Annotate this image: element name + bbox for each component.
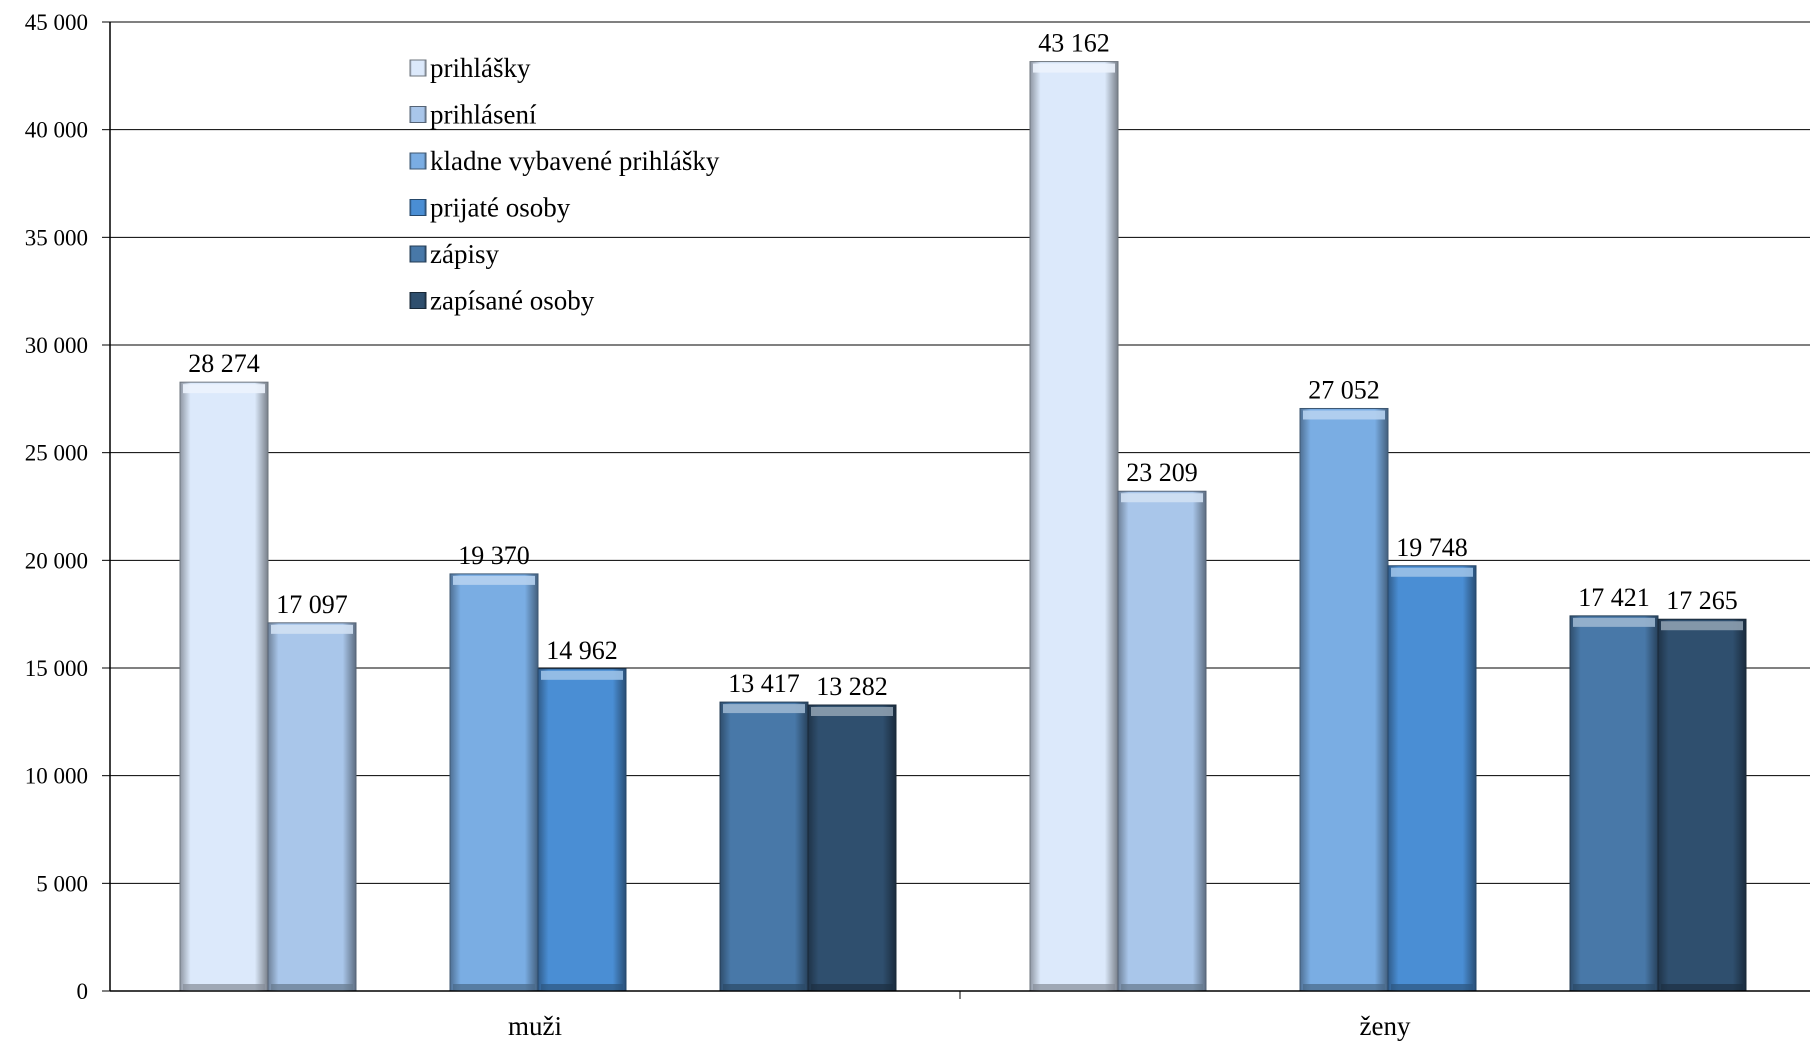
legend-label: kladne vybavené prihlášky [430,146,720,176]
bar-group [267,622,357,992]
legend-item: prihlásení [409,100,537,130]
bar [1569,615,1659,992]
bar-group [1299,407,1389,992]
legend-swatch [409,106,427,123]
legend-swatch [409,245,427,263]
bar-top-bevel [271,624,353,634]
data-label: 14 962 [546,636,618,665]
data-label: 28 274 [188,349,260,378]
bar [1387,565,1477,992]
data-label: 43 162 [1038,29,1110,58]
data-label: 27 052 [1308,375,1380,404]
bar-bottom-bevel [1573,984,1655,990]
bar [179,381,269,992]
data-label: 19 370 [458,541,530,570]
bar-bottom-bevel [453,984,535,990]
bar [1117,490,1207,992]
bar-top-bevel [723,704,805,714]
bar-group [537,668,627,992]
bar [449,573,539,992]
legend-item: prijaté osoby [409,193,571,223]
y-tick-label: 15 000 [25,656,88,681]
bar [807,704,897,992]
bar-top-bevel [1303,410,1385,420]
bar-top-bevel [453,575,535,585]
bar-top-bevel [183,384,265,394]
bar-bottom-bevel [1033,984,1115,990]
bar-bottom-bevel [1121,984,1203,990]
data-label: 13 417 [728,669,800,698]
gridlines [110,21,1810,884]
bar-top-bevel [1661,621,1743,631]
bar [719,701,809,992]
legend-item: kladne vybavené prihlášky [409,146,720,176]
data-label: 19 748 [1396,533,1468,562]
legend-swatch [409,59,427,77]
bar-bottom-bevel [1303,984,1385,990]
bar-top-bevel [1573,617,1655,627]
y-tick-label: 45 000 [25,10,88,35]
legend-item: zapísané osoby [409,286,595,316]
bar-group [719,701,809,992]
legend-swatch [409,152,427,170]
bar-group [1657,618,1747,992]
bar-top-bevel [1391,567,1473,577]
bar-group [1569,615,1659,992]
legend-item: prihlášky [409,53,531,83]
bar [537,668,627,992]
legend-label: zapísané osoby [430,286,595,316]
data-label: 23 209 [1126,458,1198,487]
legend-label: prihlásení [430,100,537,130]
bars [179,61,1747,992]
legend-item: zápisy [409,239,499,269]
y-tick-label: 5 000 [36,871,88,896]
axes: 0 5 000 10 000 15 000 20 000 25 000 30 000 35 0… [25,10,1810,1041]
data-label: 17 421 [1578,583,1650,612]
legend-swatch [409,292,427,309]
bar-top-bevel [1121,493,1203,503]
bar-bottom-bevel [183,984,265,990]
bar-bottom-bevel [811,984,893,990]
bar-bottom-bevel [1391,984,1473,990]
bar-group [1387,565,1477,992]
bar-bottom-bevel [541,984,623,990]
y-tick-label: 10 000 [25,764,88,789]
bar-group [179,381,269,992]
data-label: 13 282 [816,672,888,701]
bar-group [1117,490,1207,992]
bar-group [807,704,897,992]
data-label: 17 265 [1666,586,1738,615]
x-category-label: muži [508,1011,562,1041]
bar-top-bevel [541,670,623,680]
bar-bottom-bevel [271,984,353,990]
y-tick-label: 40 000 [25,118,88,143]
y-tick-label: 25 000 [25,441,88,466]
legend-label: zápisy [430,239,499,269]
bar-group [449,573,539,992]
y-tick-label: 35 000 [25,225,88,250]
bar-top-bevel [811,706,893,716]
y-tick-label: 20 000 [25,548,88,573]
legend: prihlášky prihlásení kladne vybavené prihl… [409,53,720,316]
bar-group [1029,61,1119,992]
bar [1657,618,1747,992]
legend-swatch [409,199,427,216]
data-label: 17 097 [276,590,348,619]
legend-label: prijaté osoby [430,193,571,223]
legend-label: prihlášky [430,53,531,83]
bar [1029,61,1119,992]
x-category-label: ženy [1360,1011,1411,1041]
data-labels: 28 274 17 097 19 370 14 962 13 417 13 282 43 1… [188,29,1738,701]
bar [1299,407,1389,992]
bar-bottom-bevel [1661,984,1743,990]
bar [267,622,357,992]
bar-top-bevel [1033,63,1115,73]
y-tick-label: 0 [77,979,89,1004]
bar-bottom-bevel [723,984,805,990]
y-tick-label: 30 000 [25,333,88,358]
